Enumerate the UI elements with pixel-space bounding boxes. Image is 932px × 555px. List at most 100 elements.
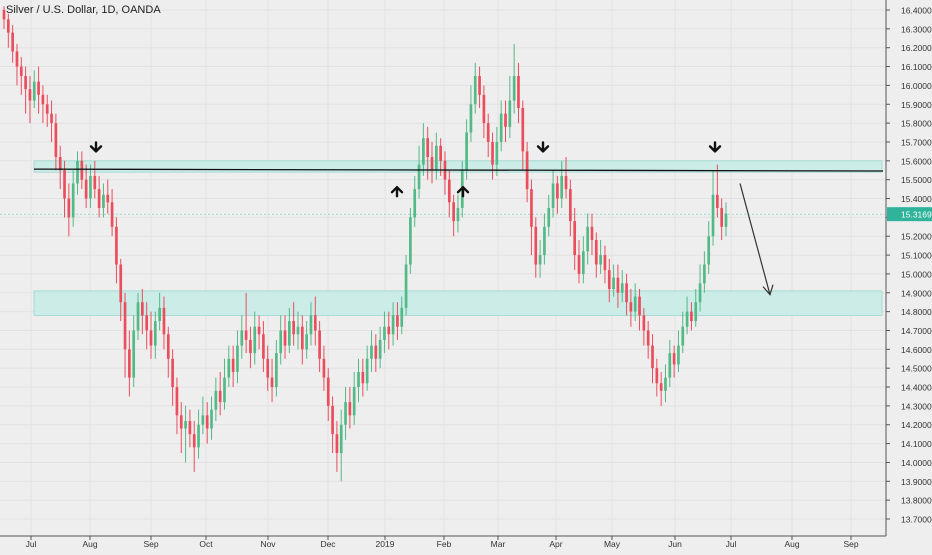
candle-body bbox=[400, 307, 404, 327]
candle-body bbox=[275, 353, 278, 388]
candle-body bbox=[279, 330, 283, 354]
price-tick-label: 16.20000 bbox=[901, 43, 932, 53]
resistance-line bbox=[33, 168, 884, 172]
candle-body bbox=[391, 315, 395, 335]
candle-body bbox=[434, 145, 438, 171]
candle-body bbox=[45, 104, 49, 114]
candle-body bbox=[305, 334, 308, 350]
candle-body bbox=[374, 345, 378, 359]
candle-body bbox=[499, 113, 503, 142]
candle-body bbox=[512, 75, 516, 101]
down-arrow-icon bbox=[536, 141, 550, 153]
candle-body bbox=[188, 420, 192, 435]
candle-body bbox=[556, 183, 559, 199]
candle-body bbox=[19, 66, 23, 76]
candle-body bbox=[629, 302, 633, 312]
candle-body bbox=[76, 160, 79, 184]
price-tick-label: 14.10000 bbox=[901, 439, 932, 449]
candle-body bbox=[240, 330, 244, 346]
candle-body bbox=[690, 311, 693, 322]
candle-body bbox=[469, 104, 473, 133]
candles bbox=[2, 6, 728, 482]
candle-body bbox=[313, 315, 317, 331]
candle-body bbox=[361, 371, 365, 384]
candle-body bbox=[547, 207, 551, 227]
candle-body bbox=[551, 183, 555, 208]
candle-body bbox=[24, 75, 27, 90]
candle-body bbox=[119, 264, 123, 303]
candle-body bbox=[15, 51, 19, 67]
candle-body bbox=[331, 405, 334, 435]
candle-body bbox=[612, 277, 615, 290]
price-tick-label: 15.90000 bbox=[901, 100, 932, 110]
candle-body bbox=[646, 330, 650, 346]
candle-body bbox=[123, 302, 127, 350]
price-tick-label: 13.90000 bbox=[901, 477, 932, 487]
candle-body bbox=[581, 251, 585, 274]
candle-body bbox=[231, 358, 235, 372]
candle-body bbox=[132, 330, 136, 378]
candle-body bbox=[352, 387, 356, 416]
candle-body bbox=[184, 420, 187, 429]
price-tick-label: 14.50000 bbox=[901, 364, 932, 374]
candle-body bbox=[106, 194, 110, 203]
time-tick-label: Mar bbox=[491, 539, 506, 549]
zones bbox=[33, 160, 883, 316]
candle-body bbox=[141, 302, 144, 316]
candle-body bbox=[577, 255, 581, 274]
candle-body bbox=[253, 326, 257, 354]
candle-body bbox=[300, 326, 304, 350]
last-price-tag bbox=[887, 207, 932, 222]
candle-body bbox=[534, 226, 538, 265]
chart-title: Silver / U.S. Dollar, 1D, OANDA bbox=[6, 4, 161, 16]
price-tick-label: 15.70000 bbox=[901, 137, 932, 147]
candle-body bbox=[357, 371, 360, 388]
candle-body bbox=[590, 226, 594, 240]
candle-body bbox=[102, 194, 105, 208]
candle-body bbox=[266, 358, 270, 378]
candle-body bbox=[603, 255, 607, 271]
candle-body bbox=[322, 358, 326, 378]
candle-body bbox=[326, 377, 330, 406]
candle-body bbox=[504, 113, 507, 127]
price-tick-label: 16.40000 bbox=[901, 6, 932, 16]
candle-body bbox=[633, 296, 637, 312]
candle-body bbox=[149, 330, 153, 346]
candle-body bbox=[171, 358, 174, 388]
down-arrow-icon bbox=[708, 141, 722, 153]
candle-body bbox=[681, 326, 685, 346]
support-zone bbox=[33, 290, 883, 316]
candle-body bbox=[422, 138, 425, 165]
candle-body bbox=[417, 164, 421, 190]
candle-body bbox=[2, 10, 6, 20]
candle-body bbox=[339, 424, 343, 454]
candle-body bbox=[486, 123, 490, 142]
candle-body bbox=[257, 326, 261, 335]
price-tick-label: 15.60000 bbox=[901, 156, 932, 166]
candle-body bbox=[430, 157, 434, 171]
candle-body bbox=[599, 255, 602, 265]
candle-body bbox=[37, 81, 40, 95]
grid bbox=[0, 0, 885, 536]
candle-body bbox=[383, 326, 386, 340]
candle-body bbox=[218, 390, 222, 403]
candle-body bbox=[594, 239, 598, 265]
candle-body bbox=[426, 138, 430, 158]
candle-body bbox=[378, 339, 382, 359]
candle-body bbox=[720, 207, 724, 227]
candle-body bbox=[153, 321, 157, 346]
price-tick-label: 15.20000 bbox=[901, 232, 932, 242]
candle-body bbox=[50, 113, 53, 124]
candle-body bbox=[236, 345, 239, 372]
candle-body bbox=[564, 175, 568, 190]
candle-body bbox=[205, 415, 209, 429]
price-tick-label: 14.60000 bbox=[901, 345, 932, 355]
price-tick-label: 15.10000 bbox=[901, 251, 932, 261]
price-tick-label: 15.50000 bbox=[901, 175, 932, 185]
candle-body bbox=[664, 377, 667, 391]
candle-body bbox=[724, 213, 728, 227]
time-tick-label: Dec bbox=[320, 539, 336, 549]
candle-body bbox=[179, 415, 183, 429]
